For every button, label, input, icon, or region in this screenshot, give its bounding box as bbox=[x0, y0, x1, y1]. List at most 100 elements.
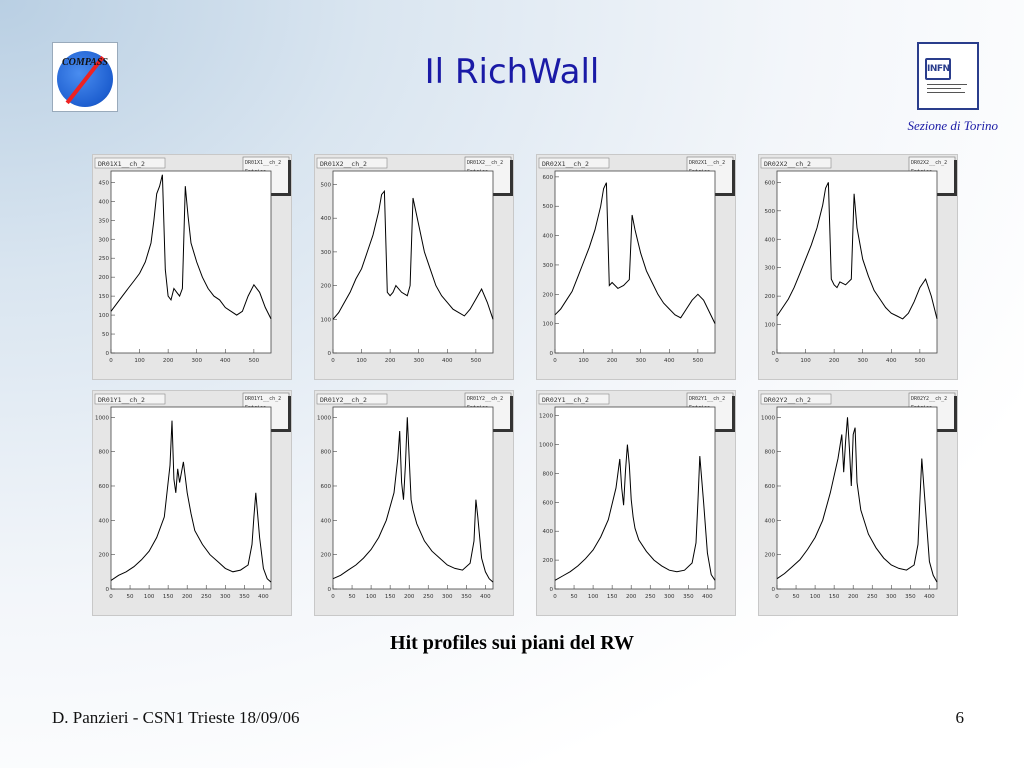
y-tick-label: 100 bbox=[765, 323, 776, 329]
x-tick-label: 200 bbox=[607, 358, 618, 364]
stats-box-shadow bbox=[954, 396, 957, 432]
x-tick-label: 200 bbox=[385, 358, 396, 364]
histogram-title: DR02X2__ch_2 bbox=[764, 160, 811, 168]
y-tick-label: 450 bbox=[99, 180, 110, 186]
x-tick-label: 400 bbox=[220, 358, 231, 364]
y-tick-label: 1200 bbox=[539, 414, 553, 420]
x-tick-label: 400 bbox=[664, 358, 675, 364]
y-tick-label: 1000 bbox=[761, 415, 775, 421]
histogram-svg: DR01Y2__ch_2DR01Y2__ch_2EntriesMeanRMS02… bbox=[316, 392, 513, 600]
x-tick-label: 250 bbox=[867, 594, 878, 600]
stats-box-shadow bbox=[732, 396, 735, 432]
histogram-panel: DR01X1__ch_2DR01X1__ch_2EntriesMeanRMS05… bbox=[92, 154, 292, 380]
y-tick-label: 600 bbox=[321, 484, 332, 490]
y-tick-label: 400 bbox=[321, 518, 332, 524]
y-tick-label: 0 bbox=[772, 587, 776, 593]
y-tick-label: 0 bbox=[772, 351, 776, 357]
stats-title: DR01X2__ch_2 bbox=[467, 160, 503, 166]
y-tick-label: 200 bbox=[99, 275, 110, 281]
x-tick-label: 250 bbox=[201, 594, 212, 600]
histogram-title-box bbox=[94, 393, 166, 405]
x-tick-label: 200 bbox=[182, 594, 193, 600]
y-tick-label: 200 bbox=[765, 553, 776, 559]
x-tick-label: 350 bbox=[905, 594, 916, 600]
y-tick-label: 200 bbox=[99, 553, 110, 559]
y-tick-label: 300 bbox=[99, 237, 110, 243]
plot-frame bbox=[554, 170, 716, 354]
stats-box-shadow bbox=[510, 396, 513, 432]
histogram-title-box bbox=[94, 157, 166, 169]
y-tick-label: 400 bbox=[765, 237, 776, 243]
x-tick-label: 100 bbox=[810, 594, 821, 600]
x-tick-label: 0 bbox=[553, 358, 557, 364]
x-tick-label: 500 bbox=[471, 358, 482, 364]
y-tick-label: 0 bbox=[550, 587, 554, 593]
x-tick-label: 0 bbox=[109, 594, 113, 600]
x-tick-label: 300 bbox=[635, 358, 646, 364]
histogram-panel: DR02X2__ch_2DR02X2__ch_2EntriesMeanRMS01… bbox=[758, 154, 958, 380]
infn-logo-rule bbox=[927, 84, 967, 85]
y-tick-label: 250 bbox=[99, 256, 110, 262]
y-tick-label: 0 bbox=[106, 351, 110, 357]
y-tick-label: 0 bbox=[328, 587, 332, 593]
y-tick-label: 600 bbox=[765, 484, 776, 490]
infn-logo-frame bbox=[925, 58, 951, 80]
compass-logo: COMPASS bbox=[52, 42, 118, 112]
stats-title: DR01Y2__ch_2 bbox=[467, 396, 503, 402]
infn-logo-rule bbox=[927, 88, 961, 89]
histogram-title-box bbox=[538, 393, 610, 405]
y-tick-label: 400 bbox=[99, 518, 110, 524]
y-tick-label: 200 bbox=[543, 292, 554, 298]
stats-title: DR01X1__ch_2 bbox=[245, 160, 281, 166]
x-tick-label: 300 bbox=[220, 594, 231, 600]
x-tick-label: 300 bbox=[857, 358, 868, 364]
x-tick-label: 200 bbox=[626, 594, 637, 600]
histogram-panel: DR01Y1__ch_2DR01Y1__ch_2EntriesMeanRMS02… bbox=[92, 390, 292, 616]
x-tick-label: 500 bbox=[693, 358, 704, 364]
x-tick-label: 100 bbox=[588, 594, 599, 600]
y-tick-label: 0 bbox=[328, 351, 332, 357]
y-tick-label: 1000 bbox=[317, 415, 331, 421]
hit-profile-curve bbox=[110, 420, 272, 583]
histogram-title: DR01Y2__ch_2 bbox=[320, 396, 367, 404]
y-tick-label: 200 bbox=[321, 284, 332, 290]
y-tick-label: 400 bbox=[99, 199, 110, 205]
x-tick-label: 150 bbox=[163, 594, 174, 600]
hit-profile-curve bbox=[776, 417, 938, 583]
x-tick-label: 50 bbox=[349, 594, 356, 600]
hit-profile-curve bbox=[554, 182, 716, 324]
histogram-svg: DR01X1__ch_2DR01X1__ch_2EntriesMeanRMS05… bbox=[94, 156, 291, 364]
plot-frame bbox=[776, 170, 938, 354]
histogram-title-box bbox=[316, 393, 388, 405]
y-tick-label: 600 bbox=[543, 500, 554, 506]
x-tick-label: 200 bbox=[829, 358, 840, 364]
stats-title: DR02X1__ch_2 bbox=[689, 160, 725, 166]
y-tick-label: 50 bbox=[102, 332, 109, 338]
x-tick-label: 400 bbox=[442, 358, 453, 364]
x-tick-label: 250 bbox=[645, 594, 656, 600]
y-tick-label: 500 bbox=[321, 182, 332, 188]
infn-section-label: Sezione di Torino bbox=[907, 118, 998, 133]
histogram-svg: DR02Y1__ch_2DR02Y1__ch_2EntriesMeanRMS02… bbox=[538, 392, 735, 600]
x-tick-label: 100 bbox=[800, 358, 811, 364]
x-tick-label: 500 bbox=[915, 358, 926, 364]
y-tick-label: 600 bbox=[765, 180, 776, 186]
y-tick-label: 300 bbox=[543, 263, 554, 269]
histogram-title-box bbox=[538, 157, 610, 169]
infn-logo-rule bbox=[927, 92, 965, 93]
x-tick-label: 400 bbox=[886, 358, 897, 364]
x-tick-label: 0 bbox=[775, 358, 779, 364]
x-tick-label: 400 bbox=[480, 594, 491, 600]
y-tick-label: 100 bbox=[543, 322, 554, 328]
y-tick-label: 350 bbox=[99, 218, 110, 224]
hit-profile-curve bbox=[332, 189, 494, 320]
histogram-svg: DR01X2__ch_2DR01X2__ch_2EntriesMeanRMS01… bbox=[316, 156, 513, 364]
x-tick-label: 100 bbox=[144, 594, 155, 600]
histogram-title: DR02Y2__ch_2 bbox=[764, 396, 811, 404]
x-tick-label: 300 bbox=[413, 358, 424, 364]
x-tick-label: 50 bbox=[127, 594, 134, 600]
stats-box-shadow bbox=[954, 160, 957, 196]
histogram-title: DR01X1__ch_2 bbox=[98, 160, 145, 168]
plot-frame bbox=[110, 170, 272, 354]
x-tick-label: 300 bbox=[886, 594, 897, 600]
